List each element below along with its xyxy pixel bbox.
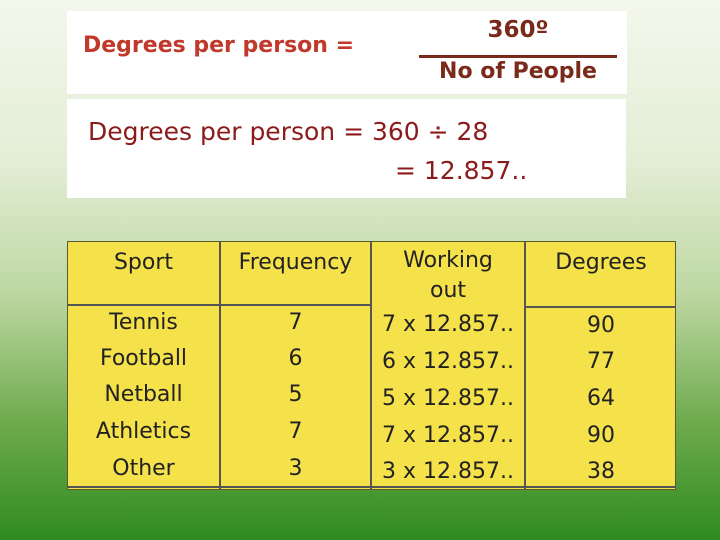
column-divider — [524, 242, 526, 489]
bottom-rule — [68, 486, 675, 488]
calculation-line-1: Degrees per person = 360 ÷ 28 — [88, 117, 489, 146]
cell-sport: Other — [112, 456, 175, 481]
cell-sport: Athletics — [95, 419, 192, 444]
header-degrees: Degrees — [555, 250, 647, 275]
formula-lhs: Degrees per person = — [83, 33, 355, 58]
cell-frequency: 6 — [288, 346, 303, 371]
cell-sport: Football — [99, 346, 188, 371]
cell-sport: Tennis — [109, 310, 178, 335]
header-rule — [524, 306, 676, 308]
cell-sport: Netball — [104, 382, 183, 407]
cell-frequency: 3 — [288, 456, 303, 481]
cell-degrees: 64 — [587, 386, 615, 411]
column-divider — [219, 242, 221, 489]
header-rule — [68, 304, 370, 306]
cell-frequency: 7 — [288, 310, 303, 335]
formula-denominator: No of People — [439, 59, 597, 84]
cell-frequency: 5 — [288, 382, 303, 407]
cell-working: 3 x 12.857.. — [382, 459, 514, 484]
formula-numerator: 360º — [487, 17, 549, 43]
calculation-panel: Degrees per person = 360 ÷ 28 = 12.857.. — [67, 99, 626, 198]
cell-degrees: 77 — [587, 349, 615, 374]
cell-degrees: 38 — [587, 459, 615, 484]
header-working-out: Working — [403, 248, 493, 273]
calculation-line-2: = 12.857.. — [395, 156, 528, 185]
column-divider — [370, 242, 372, 489]
cell-degrees: 90 — [587, 313, 615, 338]
cell-working: 7 x 12.857.. — [382, 312, 514, 337]
cell-working: 5 x 12.857.. — [382, 386, 514, 411]
cell-working: 7 x 12.857.. — [382, 423, 514, 448]
header-sport: Sport — [113, 250, 174, 275]
formula-panel: Degrees per person = 360º No of People — [67, 11, 627, 94]
cell-frequency: 7 — [288, 419, 303, 444]
fraction-bar — [419, 55, 617, 58]
cell-degrees: 90 — [587, 423, 615, 448]
header-working-out-2: out — [429, 278, 467, 303]
degrees-table: Sport Frequency Working out Degrees Tenn… — [67, 241, 676, 490]
header-frequency: Frequency — [238, 250, 353, 275]
cell-working: 6 x 12.857.. — [382, 349, 514, 374]
